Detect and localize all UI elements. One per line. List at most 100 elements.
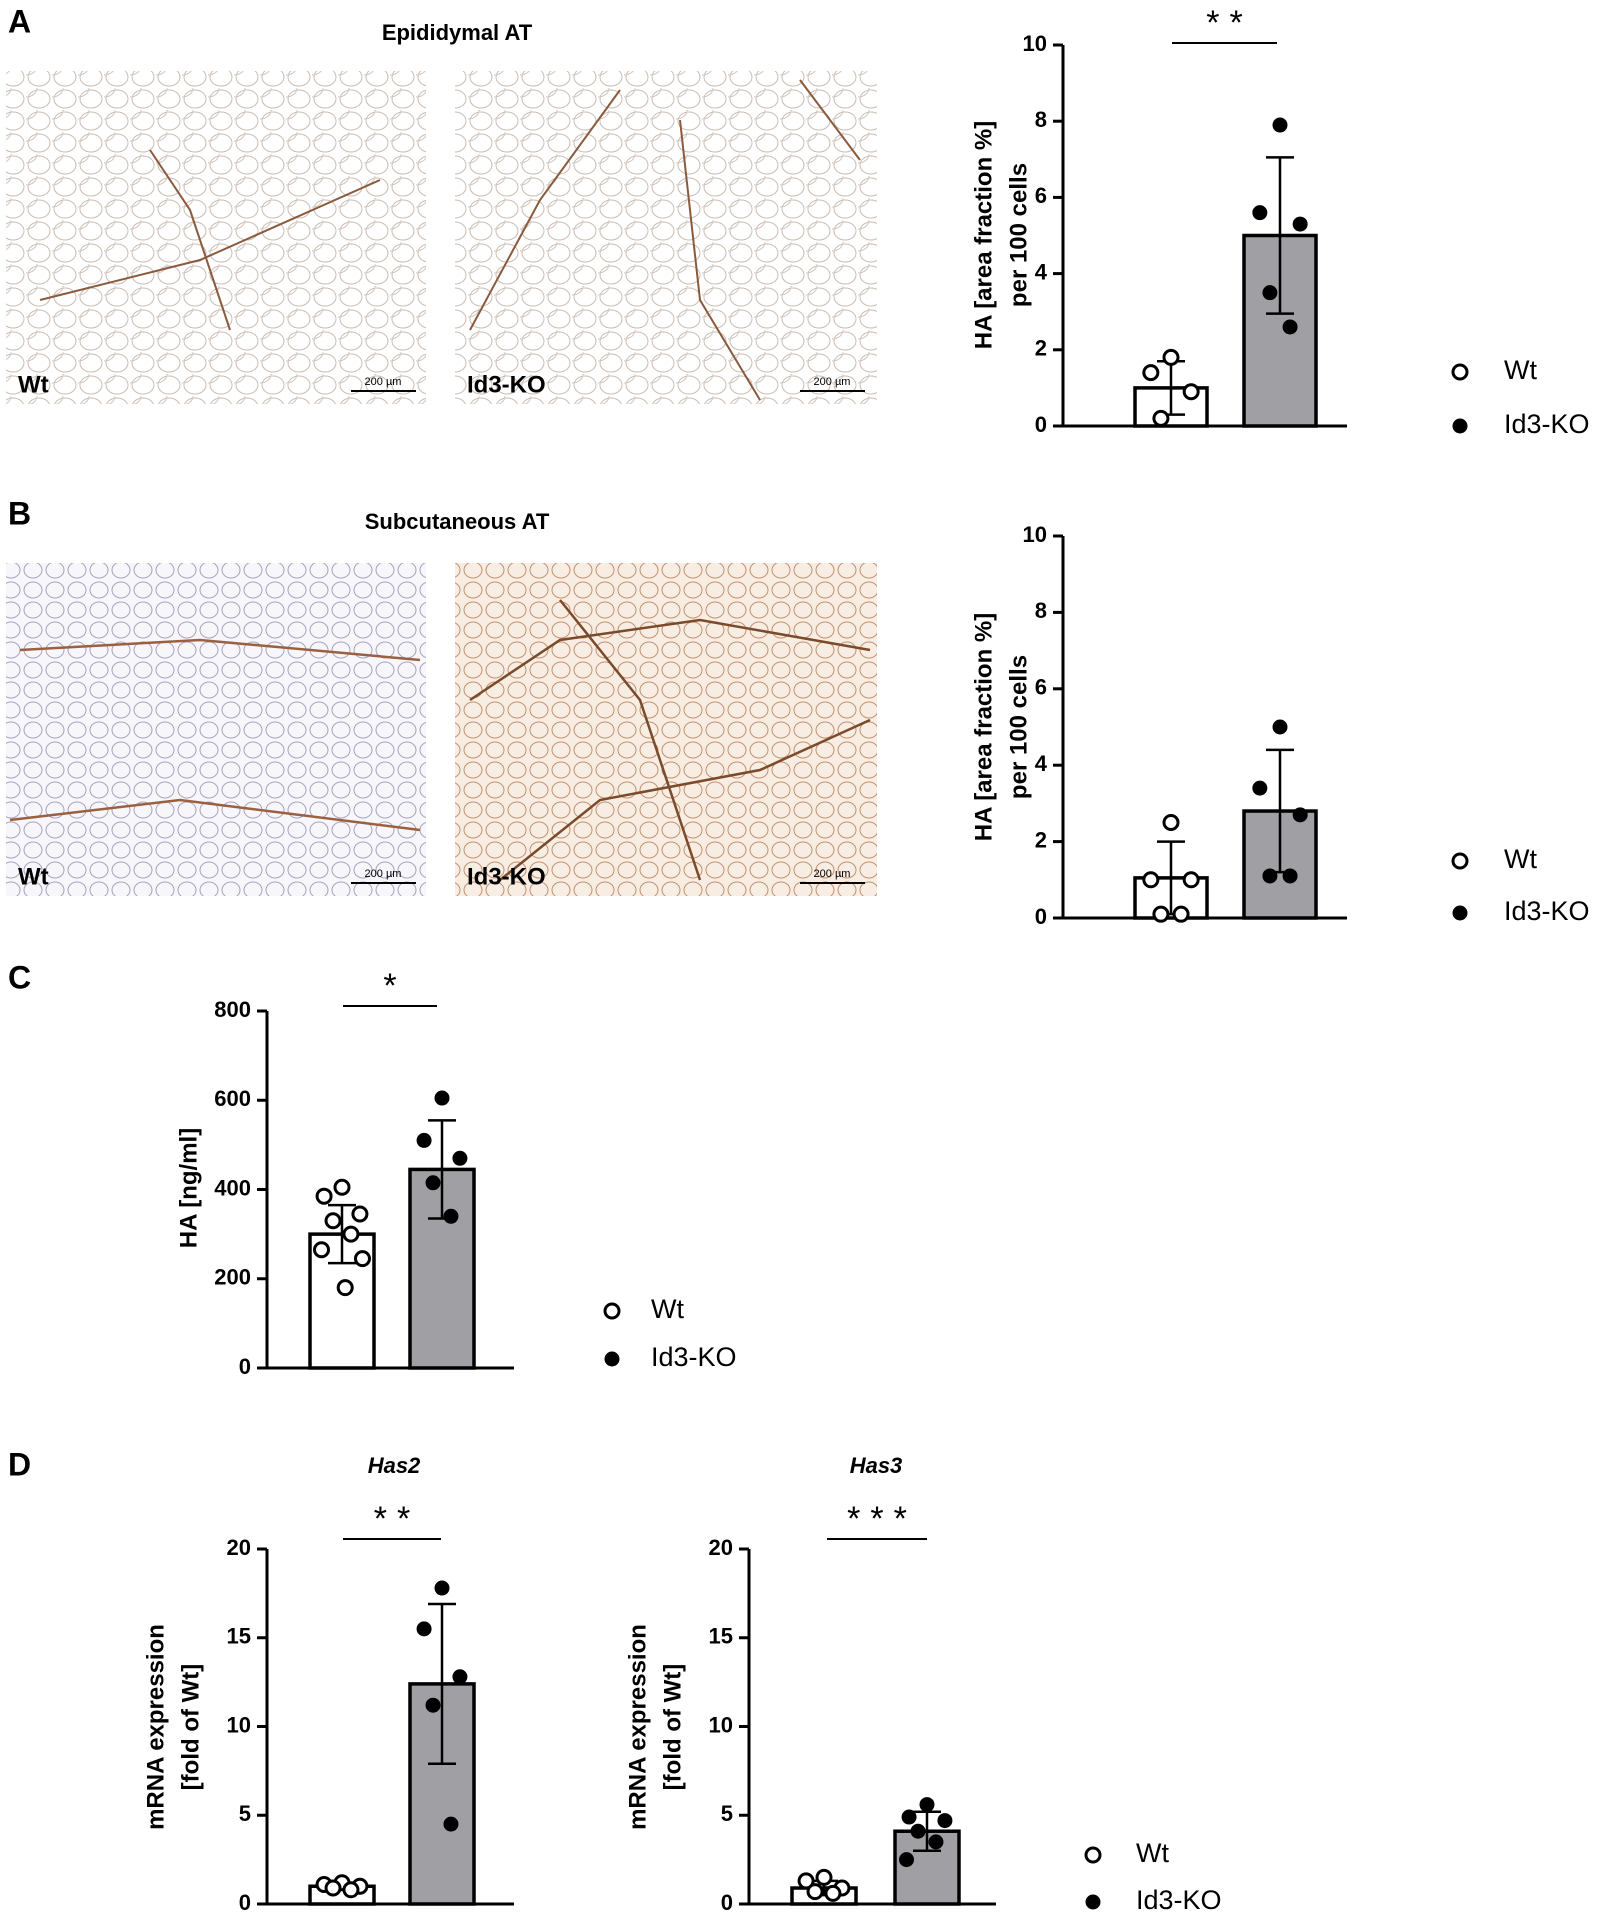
significance-label: ** xyxy=(374,1500,420,1538)
y-tick-label: 600 xyxy=(214,1086,251,1111)
data-point xyxy=(452,1669,468,1685)
data-point xyxy=(353,1250,371,1268)
y-tick-label: 2 xyxy=(1035,336,1047,361)
data-point xyxy=(1182,871,1200,889)
panel-label: D xyxy=(8,1446,31,1482)
data-point xyxy=(1292,807,1308,823)
stain xyxy=(39,149,381,331)
y-axis-label: HA [area fraction %] xyxy=(970,613,997,842)
image-label: Id3-KO xyxy=(467,371,546,398)
scale-bar-label: 200 µm xyxy=(814,868,851,880)
data-point xyxy=(452,1150,468,1166)
legend-label: Wt xyxy=(1504,355,1537,385)
data-point xyxy=(1282,319,1298,335)
data-point xyxy=(315,1187,333,1205)
data-point xyxy=(434,1090,450,1106)
scale-bar-label: 200 µm xyxy=(814,376,851,388)
data-point xyxy=(342,1881,360,1899)
data-point xyxy=(1152,905,1170,923)
data-point xyxy=(815,1868,833,1886)
y-tick-label: 5 xyxy=(239,1801,251,1826)
y-tick-label: 15 xyxy=(709,1624,733,1649)
y-axis-label: mRNA expression xyxy=(624,1624,651,1830)
data-point xyxy=(324,1212,342,1230)
legend-label: Wt xyxy=(1136,1838,1169,1868)
scale-bar-label: 200 µm xyxy=(365,868,402,880)
data-point xyxy=(1162,348,1180,366)
data-point xyxy=(1262,868,1278,884)
data-point xyxy=(313,1241,331,1259)
y-tick-label: 10 xyxy=(1023,522,1047,547)
data-point xyxy=(1162,814,1180,831)
data-point xyxy=(1272,117,1288,133)
y-tick-label: 0 xyxy=(239,1354,251,1379)
data-point xyxy=(1152,409,1170,427)
legend-marker xyxy=(1452,905,1468,921)
y-tick-label: 20 xyxy=(227,1535,251,1560)
y-tick-label: 400 xyxy=(214,1175,251,1200)
micrograph xyxy=(6,563,426,896)
stain xyxy=(469,79,861,401)
data-point xyxy=(899,1852,915,1868)
data-point xyxy=(1282,868,1298,884)
data-point xyxy=(1252,780,1268,796)
data-point xyxy=(1172,905,1190,923)
data-point xyxy=(937,1813,953,1829)
data-point xyxy=(416,1132,432,1148)
y-tick-label: 0 xyxy=(239,1890,251,1915)
data-point xyxy=(1182,383,1200,401)
data-point xyxy=(824,1884,842,1902)
y-tick-label: 4 xyxy=(1035,259,1048,284)
data-point xyxy=(1262,285,1278,301)
y-tick-label: 800 xyxy=(214,997,251,1022)
data-point xyxy=(928,1834,944,1850)
image-label: Wt xyxy=(18,371,49,398)
panel-label: B xyxy=(8,495,31,531)
y-axis-label: per 100 cells xyxy=(1005,163,1032,307)
significance-label: *** xyxy=(847,1500,917,1538)
y-axis-label: per 100 cells xyxy=(1005,655,1032,799)
y-tick-label: 10 xyxy=(709,1712,733,1737)
y-tick-label: 2 xyxy=(1035,827,1047,852)
bar xyxy=(408,1167,476,1370)
legend-label: Id3-KO xyxy=(651,1342,737,1372)
y-tick-label: 200 xyxy=(214,1265,251,1290)
data-point xyxy=(434,1580,450,1596)
micrographs xyxy=(6,71,877,896)
chart-title: Has3 xyxy=(850,1453,903,1478)
data-point xyxy=(797,1872,815,1890)
y-tick-label: 0 xyxy=(721,1890,733,1915)
legend-marker xyxy=(604,1351,620,1367)
data-point xyxy=(416,1621,432,1637)
legend-marker xyxy=(603,1302,621,1320)
y-tick-label: 15 xyxy=(227,1624,251,1649)
micrograph xyxy=(6,71,426,404)
y-tick-label: 10 xyxy=(227,1712,251,1737)
y-tick-label: 10 xyxy=(1023,31,1047,56)
y-tick-label: 20 xyxy=(709,1535,733,1560)
data-point xyxy=(336,1279,354,1297)
legend-marker xyxy=(1451,363,1469,381)
y-axis-label: HA [ng/ml] xyxy=(175,1128,202,1248)
y-tick-label: 8 xyxy=(1035,107,1047,132)
y-tick-label: 8 xyxy=(1035,598,1047,623)
legend-label: Id3-KO xyxy=(1504,409,1590,439)
data-point xyxy=(351,1205,369,1223)
section-title: Epididymal AT xyxy=(382,20,533,45)
y-tick-label: 5 xyxy=(721,1801,733,1826)
data-point xyxy=(1252,205,1268,221)
data-point xyxy=(1142,871,1160,889)
y-axis-label: mRNA expression xyxy=(142,1624,169,1830)
significance-label: ** xyxy=(1206,4,1252,42)
legend-label: Id3-KO xyxy=(1504,896,1590,926)
chart-title: Has2 xyxy=(368,1453,421,1478)
data-point xyxy=(425,1175,441,1191)
significance-label: * xyxy=(383,967,406,1005)
y-axis-label: HA [area fraction %] xyxy=(970,121,997,350)
micrograph xyxy=(455,563,877,896)
data-point xyxy=(1292,216,1308,232)
image-label: Wt xyxy=(18,863,49,890)
legend-marker xyxy=(1085,1894,1101,1910)
data-point xyxy=(1272,719,1288,735)
